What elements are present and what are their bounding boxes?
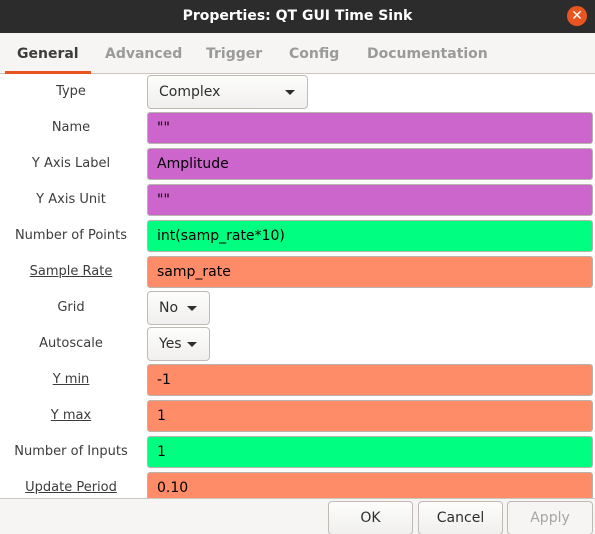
autoscale-label: Autoscale	[39, 336, 103, 351]
row-number-of-points: Number of Points int(samp_rate*10)	[0, 218, 595, 254]
number-of-inputs-label: Number of Inputs	[14, 444, 128, 459]
grid-dropdown[interactable]: No	[147, 291, 210, 325]
type-label: Type	[56, 84, 86, 99]
row-sample-rate: Sample Rate samp_rate	[0, 254, 595, 290]
tab-general[interactable]: General	[5, 33, 91, 74]
y-axis-label-field[interactable]: Amplitude	[147, 148, 593, 180]
update-period-label: Update Period	[25, 480, 117, 495]
row-y-min: Y min -1	[0, 362, 595, 398]
update-period-field[interactable]: 0.10	[147, 472, 593, 498]
row-y-axis-unit: Y Axis Unit ""	[0, 182, 595, 218]
number-of-inputs-field[interactable]: 1	[147, 436, 593, 468]
y-max-label: Y max	[50, 408, 92, 423]
number-of-points-label: Number of Points	[14, 228, 128, 243]
row-y-axis-label: Y Axis Label Amplitude	[0, 146, 595, 182]
type-value: Complex	[159, 84, 221, 100]
y-axis-unit-field[interactable]: ""	[147, 184, 593, 216]
row-y-max: Y max 1	[0, 398, 595, 434]
tab-config[interactable]: Config	[289, 46, 340, 62]
cancel-button[interactable]: Cancel	[418, 501, 503, 534]
button-bar: OK Cancel Apply	[0, 498, 595, 534]
row-autoscale: Autoscale Yes	[0, 326, 595, 362]
type-dropdown[interactable]: Complex	[147, 75, 308, 109]
tab-trigger[interactable]: Trigger	[206, 46, 263, 62]
row-name: Name ""	[0, 110, 595, 146]
grid-value: No	[159, 300, 179, 316]
tab-bar: General Advanced Trigger Config Document…	[0, 33, 595, 74]
tab-advanced[interactable]: Advanced	[105, 46, 183, 62]
chevron-down-icon	[187, 306, 197, 311]
row-update-period: Update Period 0.10	[0, 470, 595, 498]
row-grid: Grid No	[0, 290, 595, 326]
grid-label: Grid	[57, 300, 85, 315]
autoscale-dropdown[interactable]: Yes	[147, 327, 210, 361]
chevron-down-icon	[187, 342, 197, 347]
y-min-field[interactable]: -1	[147, 364, 593, 396]
sample-rate-field[interactable]: samp_rate	[147, 256, 593, 288]
properties-form: Type Complex Name "" Y Axis Label Amplit…	[0, 74, 595, 498]
row-type: Type Complex	[0, 74, 595, 110]
autoscale-value: Yes	[159, 336, 182, 352]
ok-button[interactable]: OK	[328, 501, 413, 534]
y-axis-label-label: Y Axis Label	[31, 156, 111, 171]
y-axis-unit-label: Y Axis Unit	[36, 192, 106, 207]
sample-rate-label: Sample Rate	[29, 264, 113, 279]
name-label: Name	[51, 120, 91, 135]
row-number-of-inputs: Number of Inputs 1	[0, 434, 595, 470]
number-of-points-field[interactable]: int(samp_rate*10)	[147, 220, 593, 252]
y-min-label: Y min	[52, 372, 90, 387]
window-title: Properties: QT GUI Time Sink	[182, 8, 413, 24]
close-icon[interactable]: ✕	[567, 6, 587, 26]
name-field[interactable]: ""	[147, 112, 593, 144]
apply-button[interactable]: Apply	[507, 501, 593, 534]
y-max-field[interactable]: 1	[147, 400, 593, 432]
tab-documentation[interactable]: Documentation	[367, 46, 488, 62]
title-bar: Properties: QT GUI Time Sink ✕	[0, 0, 595, 33]
chevron-down-icon	[285, 90, 295, 95]
